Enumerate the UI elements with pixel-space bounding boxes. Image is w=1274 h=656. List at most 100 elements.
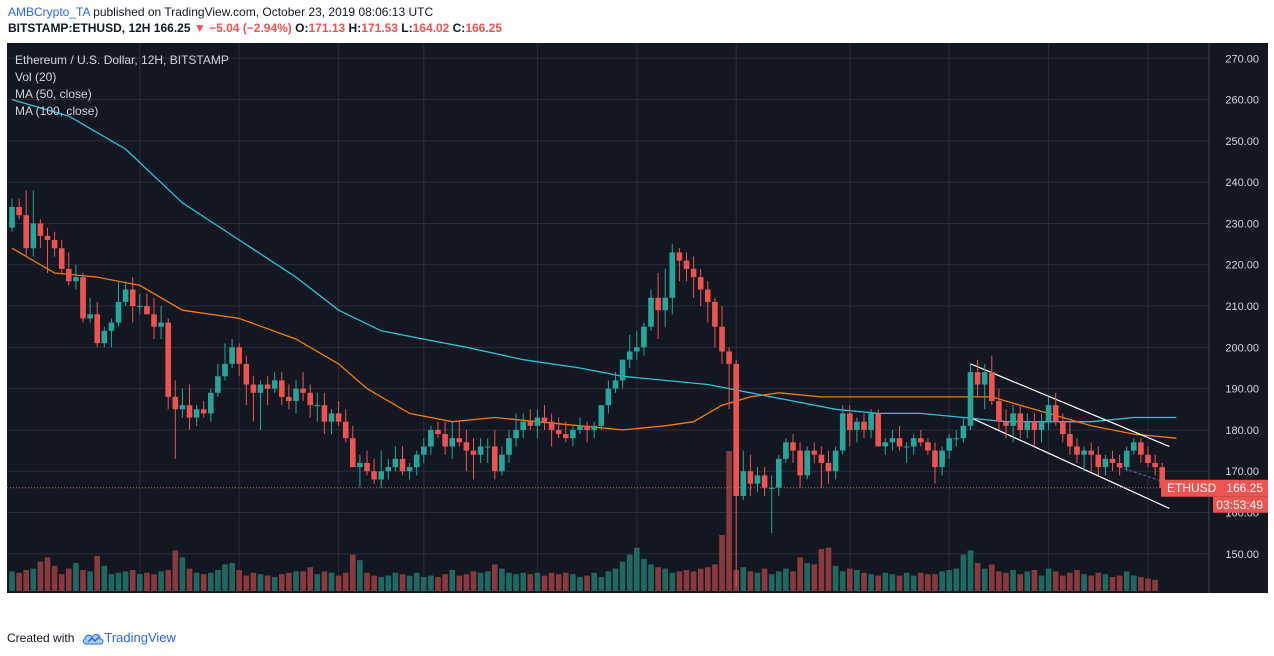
- volume-bar: [470, 571, 477, 591]
- volume-bar: [754, 572, 761, 591]
- volume-bar: [215, 570, 221, 591]
- volume-bar: [932, 574, 938, 591]
- candle-body: [889, 438, 896, 443]
- candle-body: [364, 462, 370, 472]
- volume-bar: [726, 451, 732, 591]
- volume-bar: [456, 575, 463, 591]
- volume-bar: [506, 572, 512, 591]
- volume-bar: [172, 550, 179, 591]
- volume-bar: [378, 577, 384, 591]
- volume-bar: [939, 571, 945, 591]
- candle-body: [591, 425, 597, 430]
- volume-bar: [101, 565, 108, 591]
- candle-body: [23, 215, 29, 249]
- volume-bar: [1003, 572, 1009, 591]
- candle-body: [342, 421, 349, 439]
- volume-bar: [1088, 575, 1094, 591]
- volume-bar: [591, 572, 597, 591]
- volume-bar: [371, 575, 377, 591]
- volume-bar: [555, 574, 562, 591]
- volume-bar: [669, 572, 676, 591]
- candle-body: [619, 359, 626, 381]
- candle-body: [513, 429, 519, 439]
- candle-body: [719, 326, 725, 352]
- volume-bar: [58, 574, 65, 591]
- symbol-label: BITSTAMP:ETHUSD, 12H: [8, 21, 151, 35]
- ma50-line: [11, 247, 1177, 439]
- volume-bar: [222, 564, 228, 591]
- candle-body: [839, 413, 846, 451]
- volume-bar: [364, 572, 370, 591]
- volume-bar: [449, 570, 455, 591]
- candle-body: [257, 384, 264, 393]
- candle-body: [896, 438, 903, 447]
- volume-bar: [108, 574, 115, 591]
- candle-body: [442, 434, 448, 447]
- candle-body: [58, 248, 65, 269]
- volume-bar: [1010, 570, 1016, 591]
- candle-body: [563, 434, 569, 439]
- volume-bar: [129, 570, 136, 591]
- volume-bar: [9, 571, 15, 591]
- candle-body: [236, 347, 242, 364]
- candle-body: [1159, 467, 1165, 488]
- candle-body: [683, 260, 690, 269]
- candle-body: [612, 380, 619, 389]
- volume-bar: [527, 574, 534, 591]
- volume-bar: [719, 535, 725, 591]
- candle-body: [470, 450, 477, 455]
- countdown: 03:53:49: [1216, 498, 1263, 512]
- candle-body: [1024, 421, 1031, 430]
- volume-bar: [328, 572, 335, 591]
- candle-body: [847, 413, 853, 430]
- price-change: −5.04 (−2.94%): [209, 21, 292, 35]
- volume-bar: [1045, 568, 1052, 591]
- candle-body: [875, 413, 881, 447]
- volume-bar: [137, 574, 143, 591]
- volume-bars: [9, 451, 1158, 591]
- candle-body: [179, 405, 186, 410]
- candle-body: [94, 314, 100, 344]
- author-link[interactable]: AMBCrypto_TA: [8, 5, 90, 19]
- volume-bar: [641, 558, 647, 591]
- volume-bar: [648, 564, 654, 591]
- candle-body: [264, 384, 271, 389]
- volume-bar: [342, 572, 349, 591]
- candle-body: [1131, 442, 1137, 451]
- volume-bar: [51, 565, 58, 591]
- candle-body: [996, 401, 1002, 422]
- volume-bar: [144, 572, 150, 591]
- candle-body: [1003, 421, 1009, 426]
- chart[interactable]: 150.00 160.00 170.00 180.00 190.00 200.00 210.…: [7, 43, 1268, 613]
- candle-body: [222, 363, 228, 377]
- candle-body: [73, 277, 79, 282]
- volume-bar: [662, 568, 668, 591]
- candle-body: [705, 289, 711, 302]
- candle-body: [87, 314, 93, 319]
- candle-body: [726, 351, 732, 364]
- candle-body: [974, 372, 981, 385]
- candle-body: [854, 421, 860, 430]
- candle-body: [733, 363, 739, 497]
- volume-bar: [946, 570, 952, 591]
- volume-bar: [1038, 575, 1045, 591]
- candle-body: [144, 306, 150, 315]
- tradingview-logo[interactable]: TradingView: [78, 630, 176, 645]
- volume-bar: [492, 564, 498, 591]
- volume-bar: [16, 572, 22, 591]
- volume-bar: [705, 567, 711, 591]
- volume-bar: [825, 547, 832, 591]
- candle-body: [676, 252, 683, 261]
- candle-body: [1095, 454, 1102, 468]
- candle-body: [30, 223, 37, 249]
- candle-body: [1102, 458, 1109, 468]
- candle-body: [797, 450, 803, 476]
- chart-svg[interactable]: 150.00160.00170.00180.00190.00200.00210.…: [7, 43, 1268, 613]
- volume-bar: [854, 570, 860, 591]
- price-tag-symbol: ETHUSD: [1167, 481, 1217, 495]
- tradingview-brand-text: TradingView: [104, 630, 176, 645]
- tradingview-cloud-icon: [83, 633, 104, 644]
- candle-body: [129, 289, 136, 307]
- candle-body: [158, 322, 164, 327]
- y-tick-label: 170.00: [1225, 466, 1259, 478]
